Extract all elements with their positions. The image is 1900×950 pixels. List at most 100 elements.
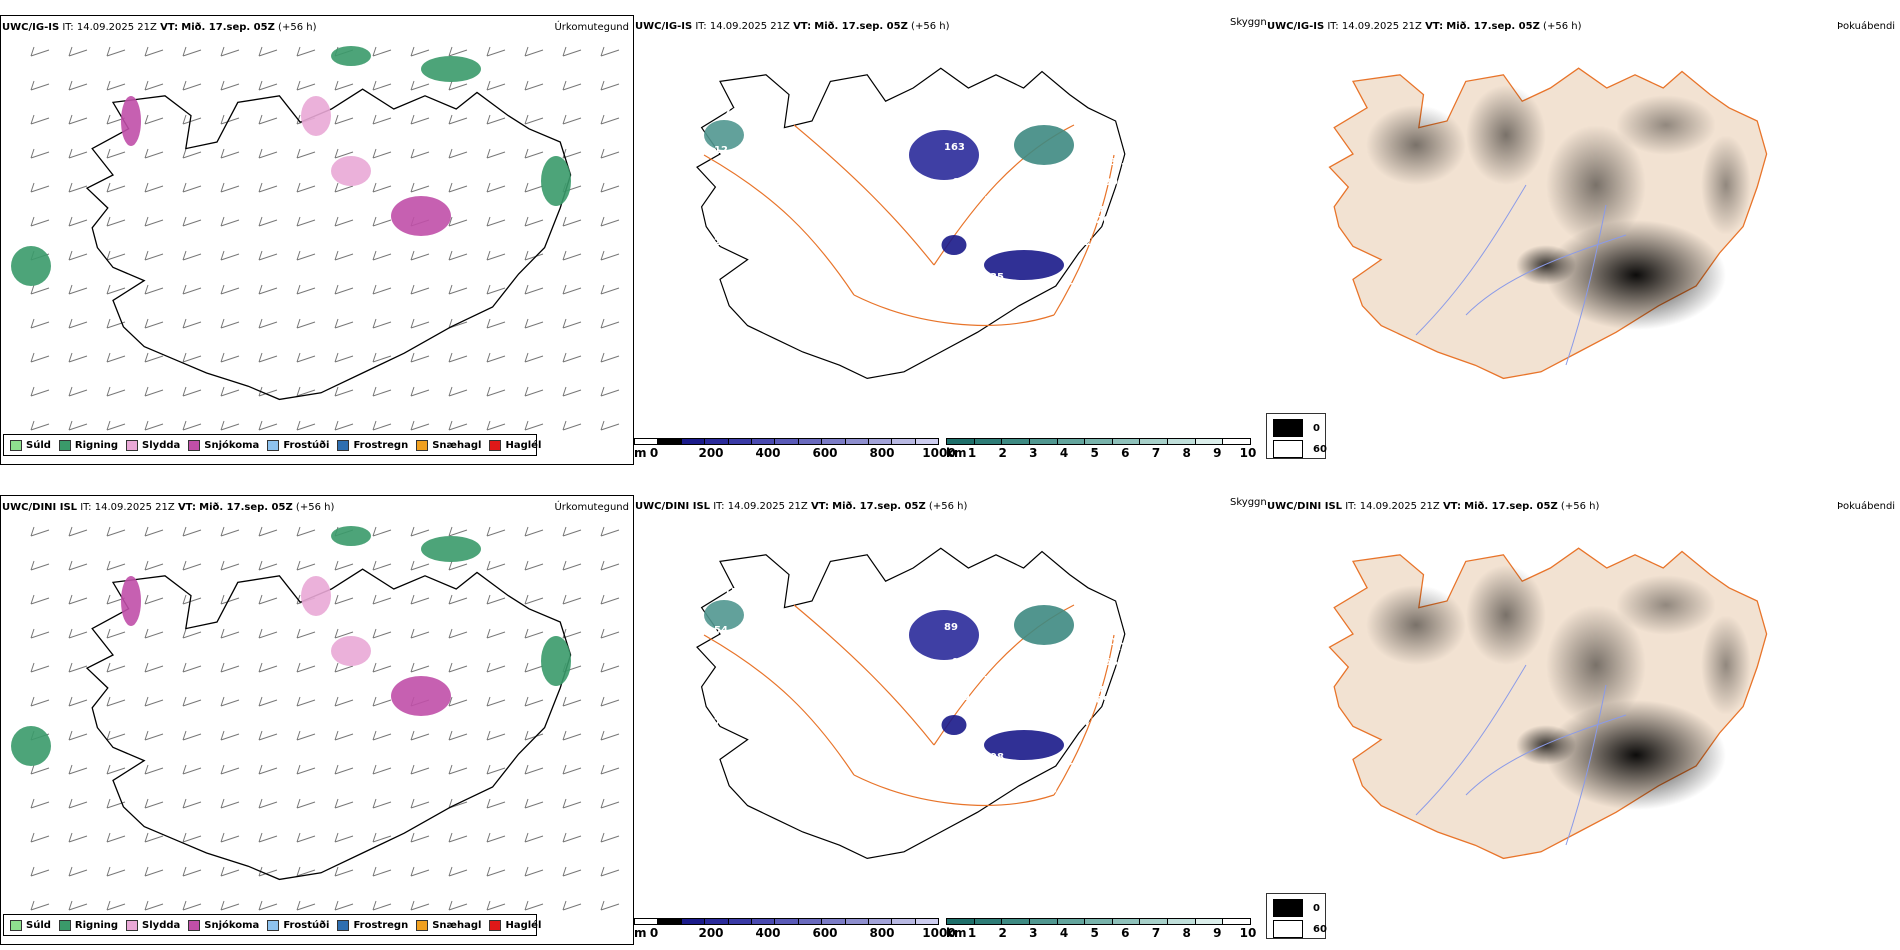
wind-barb bbox=[486, 526, 506, 537]
wind-barb bbox=[600, 832, 620, 843]
wind-barb bbox=[106, 284, 126, 295]
wind-barb bbox=[486, 594, 506, 605]
wind-barb bbox=[334, 696, 354, 707]
legend-swatch bbox=[58, 439, 71, 451]
cloud-area bbox=[704, 600, 744, 630]
cloud-base-value: 145 bbox=[988, 207, 1009, 218]
fog-area bbox=[1546, 220, 1726, 330]
precip-area bbox=[421, 536, 481, 562]
cloud-base-value: 78 bbox=[1104, 252, 1118, 263]
wind-barb bbox=[68, 80, 88, 91]
fog-area bbox=[1616, 95, 1716, 155]
wind-barb bbox=[68, 662, 88, 673]
wind-barb bbox=[68, 628, 88, 639]
wind-barb bbox=[600, 526, 620, 537]
colorbar-cell bbox=[681, 439, 706, 444]
wind-barb bbox=[30, 560, 50, 571]
colorbar-tick: 4 bbox=[1059, 926, 1069, 940]
wind-barb bbox=[220, 560, 240, 571]
cloud-base-value: 133 bbox=[1069, 282, 1090, 293]
wind-barb bbox=[68, 318, 88, 329]
colorbar-cell bbox=[822, 919, 846, 924]
wind-barb bbox=[220, 148, 240, 159]
wind-barb bbox=[524, 526, 544, 537]
legend-item: Frostúði bbox=[267, 439, 329, 451]
cloud-base-value: 98 bbox=[990, 752, 1004, 763]
colorbar-cell bbox=[1168, 919, 1196, 924]
wind-barb bbox=[372, 148, 392, 159]
wind-barb bbox=[562, 386, 582, 397]
cloud-base-value: 111 bbox=[984, 195, 1005, 206]
wind-barb bbox=[296, 560, 316, 571]
cloud-base-value: 203 bbox=[1080, 175, 1101, 186]
wind-barb bbox=[372, 80, 392, 91]
fog-legend: 0 60 bbox=[1266, 413, 1327, 459]
wind-barb bbox=[30, 46, 50, 57]
cloud-base-value: 73 bbox=[949, 212, 963, 223]
wind-barb bbox=[68, 900, 88, 911]
legend-item: Slydda bbox=[126, 439, 180, 451]
cloud-base-value: 68 bbox=[1104, 657, 1118, 668]
cloud-base-value: 267 bbox=[1096, 215, 1117, 226]
legend-label: Frostregn bbox=[353, 919, 409, 931]
colorbar-tick: 4 bbox=[1059, 446, 1069, 460]
colorbar-tick: 5 bbox=[1090, 926, 1099, 940]
colorbar-cell bbox=[1112, 439, 1141, 444]
cloud-base-value: 144 bbox=[954, 762, 975, 773]
fog-area bbox=[1466, 565, 1546, 665]
wind-barb bbox=[30, 526, 50, 537]
legend-item: Snæhagl bbox=[416, 439, 481, 451]
fog-legend: 0 60 bbox=[1266, 893, 1327, 939]
wind-barb bbox=[334, 352, 354, 363]
wind-barb bbox=[524, 866, 544, 877]
fog-area bbox=[1366, 585, 1466, 665]
legend-item: Súld bbox=[10, 919, 51, 931]
cloud-base-value: 215 bbox=[1069, 762, 1090, 773]
colorbar-cell bbox=[1195, 439, 1224, 444]
wind-barb bbox=[410, 318, 430, 329]
wind-barb bbox=[448, 46, 468, 57]
cloud-base-value: 102 bbox=[950, 195, 971, 206]
fog-area bbox=[1366, 105, 1466, 185]
wind-barb bbox=[448, 866, 468, 877]
precip-area bbox=[391, 196, 451, 236]
wind-barb bbox=[296, 866, 316, 877]
forecast-row: UWC/DINI ISL IT: 14.09.2025 21Z VT: Mið.… bbox=[0, 480, 1900, 950]
wind-barb bbox=[410, 80, 430, 91]
colorbar-cell bbox=[775, 439, 799, 444]
wind-barb bbox=[182, 352, 202, 363]
cloud-base-value: 104 bbox=[1102, 637, 1123, 648]
wind-barb bbox=[30, 866, 50, 877]
wind-barb bbox=[30, 80, 50, 91]
fog-legend-label: 0 bbox=[1313, 422, 1320, 434]
wind-barb bbox=[334, 80, 354, 91]
wind-barb bbox=[258, 594, 278, 605]
lead-time: (+56 h) bbox=[1543, 21, 1582, 32]
wind-barb bbox=[30, 662, 50, 673]
wind-barb bbox=[562, 764, 582, 775]
wind-barb bbox=[220, 182, 240, 193]
wind-barb bbox=[144, 250, 164, 261]
colorbar-tick: 6 bbox=[1121, 446, 1130, 460]
cloud-base-value: 187 bbox=[1102, 157, 1123, 168]
panel-title-fog: Þokuábendi bbox=[1837, 501, 1896, 512]
legend-swatch bbox=[10, 919, 22, 931]
wind-barb bbox=[144, 284, 164, 295]
wind-barb bbox=[524, 386, 544, 397]
wind-barb bbox=[68, 250, 88, 261]
fog-legend-label: 60 bbox=[1313, 923, 1327, 935]
river bbox=[1565, 684, 1607, 846]
legend-item: Rigning bbox=[58, 919, 118, 931]
wind-barb bbox=[448, 216, 468, 227]
wind-barb bbox=[562, 866, 582, 877]
fog-area bbox=[1701, 135, 1751, 235]
wind-barb bbox=[372, 46, 392, 57]
colorbar-tick: 1000 bbox=[922, 926, 956, 940]
wind-barb bbox=[486, 798, 506, 809]
colorbar-cell bbox=[658, 919, 682, 924]
colorbar-cell bbox=[681, 919, 706, 924]
colorbar-tick: 2 bbox=[998, 446, 1007, 460]
issue-label: IT: bbox=[1327, 21, 1339, 32]
wind-barb bbox=[220, 386, 240, 397]
colorbar-cell bbox=[751, 439, 776, 444]
